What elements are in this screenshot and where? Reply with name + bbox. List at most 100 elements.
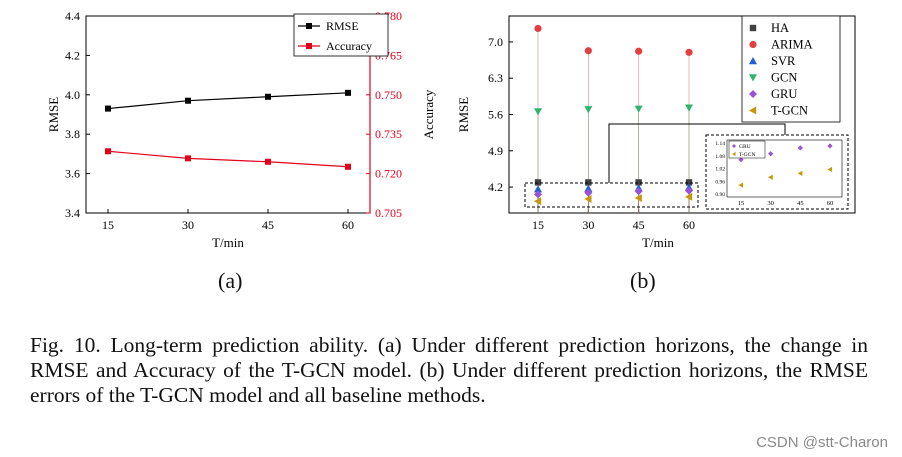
legend-label-ha: HA xyxy=(771,21,789,35)
inset-plot-frame xyxy=(726,139,843,198)
inset-legend-label: GRU xyxy=(739,144,751,150)
legend-marker-b xyxy=(749,57,757,65)
point-ha xyxy=(635,179,642,186)
point-rmse xyxy=(265,93,271,100)
zoom-region-box xyxy=(524,182,699,208)
point-arima xyxy=(584,47,592,55)
legend-marker-b xyxy=(749,74,757,82)
chart-b: 4.2 4.9 5.6 6.3 7.0 15 30 45 60 T/min RMSE 1.14 1.08… xyxy=(456,15,856,250)
x-axis-label-b: T/min xyxy=(642,235,674,250)
x-axis-label-a: T/min xyxy=(212,235,244,250)
series-line-rmse xyxy=(107,92,349,110)
point-accuracy xyxy=(185,155,191,162)
y-tick-label-a: 4.4 xyxy=(65,9,80,23)
point-gru xyxy=(534,190,542,199)
inset-legend-marker xyxy=(732,144,736,148)
legend-marker-b xyxy=(749,24,757,32)
chart-a: 3.43.63.84.04.24.40.7050.7200.7350.7500.… xyxy=(46,9,436,250)
legend-marker-a xyxy=(306,23,312,29)
legend-box-b xyxy=(741,15,841,123)
inset-x-tick-label: 15 xyxy=(738,200,745,207)
point-t-gcn xyxy=(634,193,642,202)
inset-point-gru xyxy=(768,151,774,157)
y-tick-label-a: 3.6 xyxy=(65,167,80,181)
point-t-gcn xyxy=(534,197,542,206)
point-gru xyxy=(584,188,593,197)
inset-legend-box xyxy=(728,140,766,159)
inset-y-tick-label: 1.14 xyxy=(715,141,725,147)
subfigure-label-a: (a) xyxy=(218,268,243,293)
y-tick-label-b: 5.6 xyxy=(488,108,503,122)
point-rmse xyxy=(105,105,111,112)
legend-label-svr: SVR xyxy=(771,54,796,68)
x-tick-label-a: 45 xyxy=(262,218,274,232)
inset-legend-label: T-GCN xyxy=(739,152,755,158)
x-tick-label-a: 60 xyxy=(342,218,354,232)
x-tick-label-b: 30 xyxy=(582,218,594,232)
inset-point-t-gcn xyxy=(738,182,744,188)
y2-tick-label-a: 0.735 xyxy=(375,127,402,141)
point-gcn xyxy=(634,105,643,113)
point-t-gcn xyxy=(584,195,592,204)
legend-marker-a xyxy=(306,43,312,49)
figure-caption: Fig. 10. Long-term prediction ability. (… xyxy=(30,333,868,407)
y2-axis-label-a: Accuracy xyxy=(421,89,436,139)
legend-marker-b xyxy=(749,106,757,115)
point-rmse xyxy=(345,89,351,96)
legend-label-rmse: RMSE xyxy=(326,19,359,33)
y-axis-label-b: RMSE xyxy=(456,97,471,132)
x-tick-label-b: 60 xyxy=(683,218,695,232)
legend-label-gcn: GCN xyxy=(771,71,797,85)
y-tick-label-a: 4.0 xyxy=(65,88,80,102)
point-ha xyxy=(585,179,592,186)
watermark-text: CSDN @stt-Charon xyxy=(756,434,888,451)
x-tick-label-a: 30 xyxy=(182,218,194,232)
point-gru xyxy=(634,187,643,196)
inset-x-tick-label: 60 xyxy=(827,200,834,207)
point-ha xyxy=(685,179,693,186)
y-tick-label-b: 4.2 xyxy=(488,180,503,194)
inset-point-gru xyxy=(827,143,833,149)
legend-label-accuracy: Accuracy xyxy=(326,39,372,53)
x-tick-label-b: 15 xyxy=(532,218,544,232)
inset-y-tick-label: 1.08 xyxy=(715,154,725,160)
y-tick-label-a: 4.2 xyxy=(65,48,80,62)
y-tick-label-b: 6.3 xyxy=(488,71,503,85)
subfigure-label-b: (b) xyxy=(630,268,656,293)
y-tick-label-a: 3.8 xyxy=(65,127,80,141)
inset-point-gru xyxy=(797,145,803,151)
y2-tick-label-a: 0.720 xyxy=(375,167,402,181)
inset-legend-marker xyxy=(732,152,736,156)
point-arima xyxy=(534,24,542,33)
legend-label-gru: GRU xyxy=(771,87,797,101)
inset-x-tick-label: 30 xyxy=(767,200,774,207)
x-tick-label-a: 15 xyxy=(102,218,114,232)
legend-marker-b xyxy=(749,40,757,49)
point-svr xyxy=(534,185,542,193)
point-gcn xyxy=(584,106,593,114)
point-gcn xyxy=(685,104,693,112)
point-gru xyxy=(685,186,693,195)
y-tick-label-a: 3.4 xyxy=(65,206,80,220)
point-arima xyxy=(685,48,693,56)
inset-x-tick-label: 45 xyxy=(797,200,804,207)
point-accuracy xyxy=(345,163,351,170)
point-accuracy xyxy=(265,158,271,165)
x-tick-label-b: 45 xyxy=(633,218,645,232)
y-tick-label-b: 4.9 xyxy=(488,144,503,158)
inset-point-t-gcn xyxy=(768,174,773,180)
inset-point-gru xyxy=(738,157,744,163)
inset-y-tick-label: 1.02 xyxy=(715,167,725,173)
inset-y-tick-label: 0.90 xyxy=(715,192,725,198)
series-line-accuracy xyxy=(107,150,349,168)
point-arima xyxy=(635,47,643,55)
y2-tick-label-a: 0.750 xyxy=(375,88,402,102)
inset-y-tick-label: 0.96 xyxy=(715,179,725,185)
legend-label-t-gcn: T-GCN xyxy=(771,104,808,118)
point-rmse xyxy=(185,97,191,104)
zoom-connector xyxy=(608,123,786,183)
point-svr xyxy=(584,184,593,192)
point-ha xyxy=(534,179,542,186)
point-t-gcn xyxy=(685,192,693,201)
inset-point-t-gcn xyxy=(827,166,833,173)
